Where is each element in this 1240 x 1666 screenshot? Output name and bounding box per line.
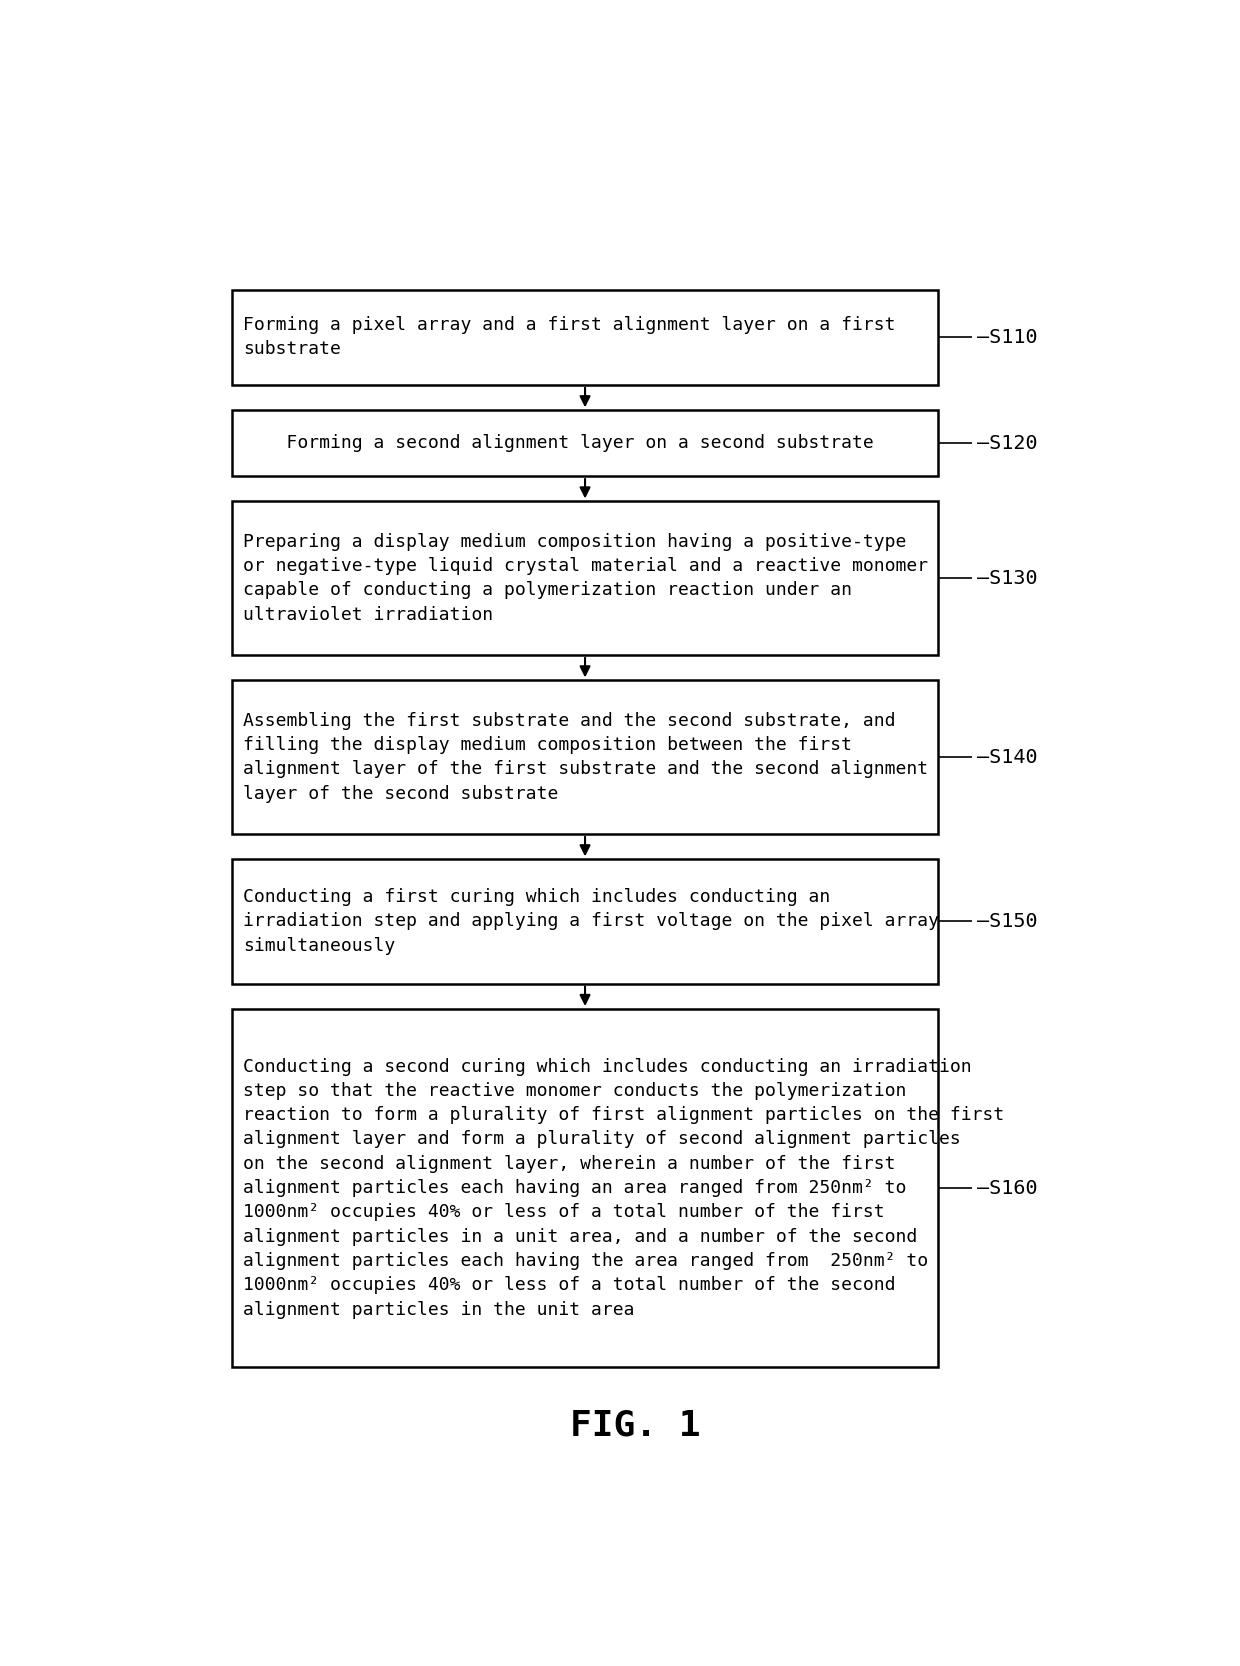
Bar [232, 860, 939, 983]
Text: Forming a second alignment layer on a second substrate: Forming a second alignment layer on a se… [243, 435, 874, 451]
Text: —S130: —S130 [977, 568, 1038, 588]
Text: —S160: —S160 [977, 1178, 1038, 1198]
Text: —S120: —S120 [977, 433, 1038, 453]
Bar [232, 410, 939, 476]
Text: —S110: —S110 [977, 328, 1038, 347]
Bar [232, 290, 939, 385]
Text: Preparing a display medium composition having a positive-type
or negative-type l: Preparing a display medium composition h… [243, 533, 929, 623]
Bar [232, 1010, 939, 1368]
Text: Conducting a second curing which includes conducting an irradiation
step so that: Conducting a second curing which include… [243, 1058, 1004, 1318]
Text: Assembling the first substrate and the second substrate, and
filling the display: Assembling the first substrate and the s… [243, 711, 929, 803]
Text: —S140: —S140 [977, 748, 1038, 766]
Bar [232, 680, 939, 835]
Text: Forming a pixel array and a first alignment layer on a first
substrate: Forming a pixel array and a first alignm… [243, 317, 897, 358]
Text: —S150: —S150 [977, 911, 1038, 931]
Bar [232, 501, 939, 655]
Text: Conducting a first curing which includes conducting an
irradiation step and appl: Conducting a first curing which includes… [243, 888, 940, 955]
Text: FIG. 1: FIG. 1 [570, 1408, 701, 1443]
